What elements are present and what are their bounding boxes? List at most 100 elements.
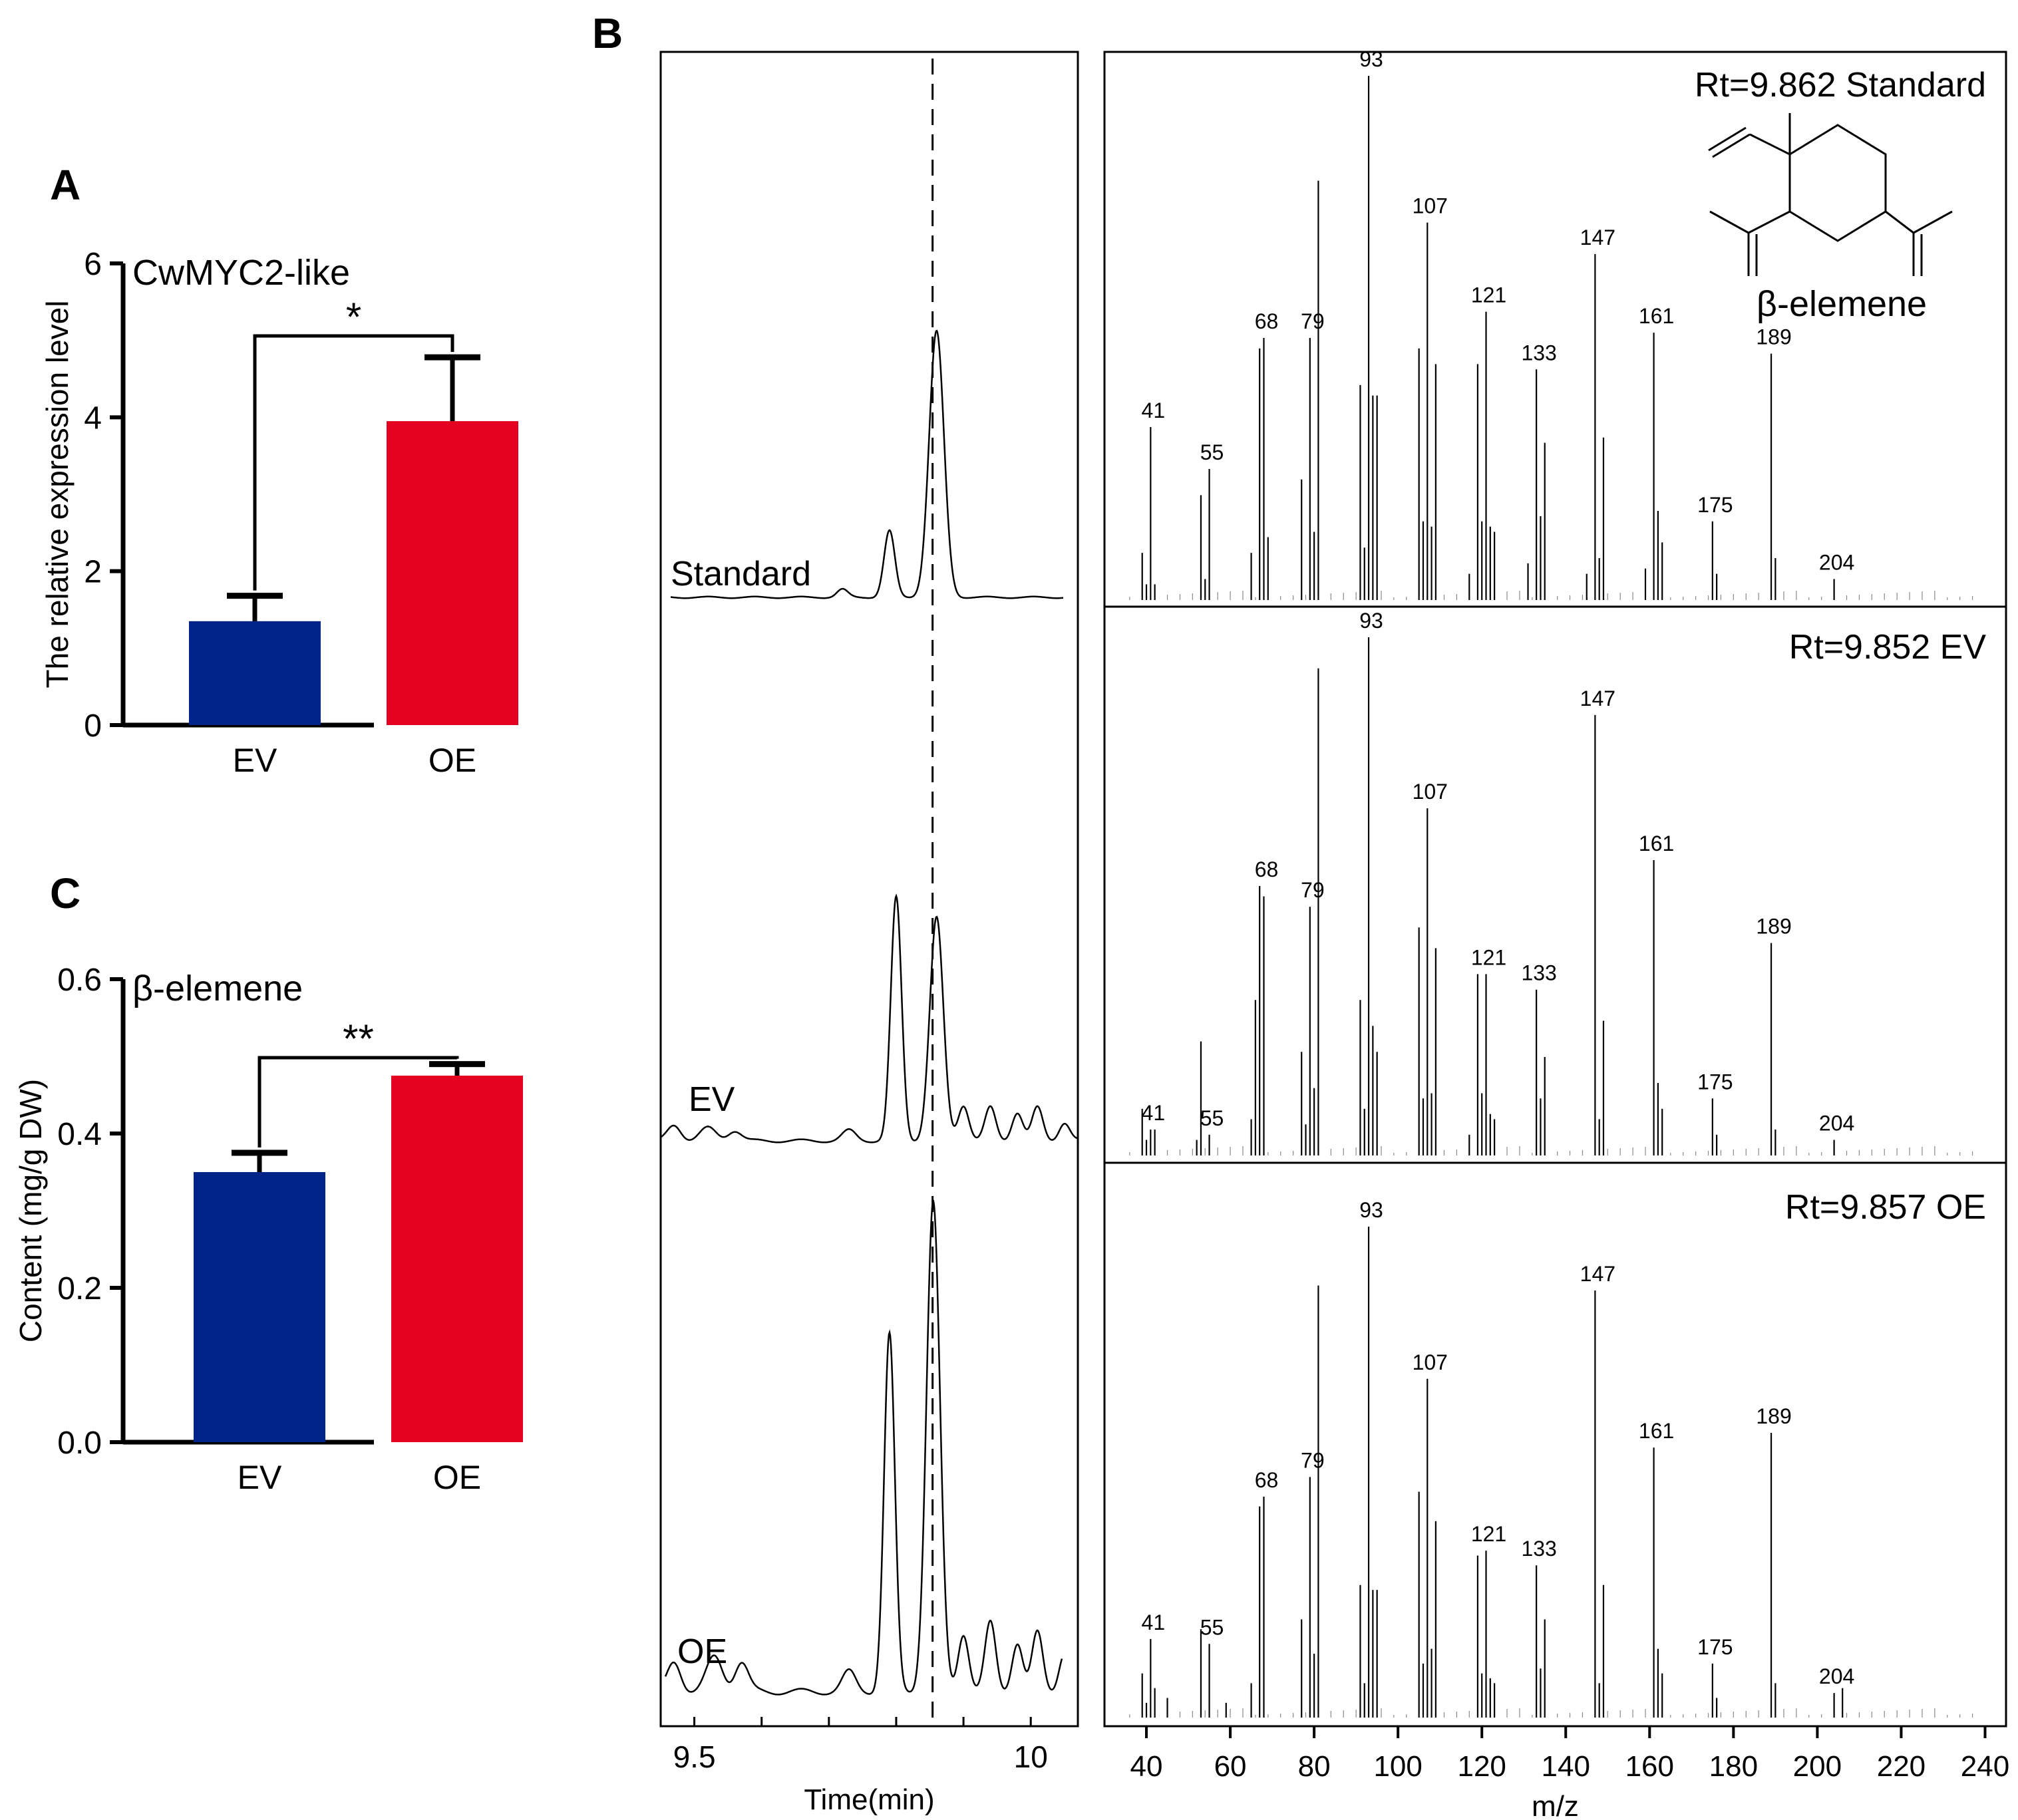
isopropenyl-bond (1885, 210, 1914, 234)
isopropenyl-bond (1748, 210, 1790, 234)
bar-chart-A: 0 2 4 6 The relative expression level CwMYC2-… (40, 247, 518, 779)
spectrum-2: Rt=9.857 OE 41 55 68 79 93 107 121 133 147 161 175 1… (1129, 1188, 1986, 1718)
y-tick-label: 0 (84, 708, 102, 744)
peak-label: 79 (1301, 309, 1325, 333)
peak-label: 68 (1255, 857, 1279, 881)
significance-bracket (253, 334, 454, 591)
peak-label: 204 (1819, 1112, 1854, 1136)
peak-label: 93 (1359, 609, 1383, 633)
peak-label: 107 (1413, 780, 1448, 804)
x-tick-label: 240 (1961, 1750, 2009, 1783)
peak-label: 55 (1200, 1615, 1224, 1639)
peak-label: 175 (1697, 1635, 1733, 1659)
chromatogram-frame (659, 51, 1079, 1728)
y-tick-label: 0.4 (57, 1117, 102, 1152)
y-tick-label: 0.6 (57, 963, 102, 998)
x-tick-label: 120 (1457, 1750, 1506, 1783)
peak-label: 204 (1819, 550, 1854, 574)
peak-label: 175 (1697, 1070, 1733, 1094)
x-tick-label: 80 (1298, 1750, 1331, 1783)
trace-label: OE (677, 1632, 727, 1671)
chart-title: CwMYC2-like (132, 253, 350, 293)
x-tick-label: 60 (1214, 1750, 1247, 1783)
peak-label: 121 (1471, 283, 1506, 307)
trace-label: EV (689, 1080, 735, 1119)
chart-title: β-elemene (132, 969, 303, 1008)
peak-label: 161 (1639, 304, 1674, 328)
peak-label: 147 (1580, 226, 1615, 249)
isopropenyl-bond (1709, 210, 1749, 234)
y-tick-label: 2 (84, 555, 102, 590)
panel-label-b: B (592, 9, 623, 57)
peak-label: 121 (1471, 1522, 1506, 1546)
peak-label: 147 (1580, 686, 1615, 710)
peak-label: 79 (1301, 1448, 1325, 1472)
chromatogram-panel: 9.5 10 Time(min) Standard EV OE (659, 51, 1079, 1816)
y-axis-label: The relative expression level (40, 301, 75, 688)
trace-standard (670, 329, 1063, 599)
y-tick-label: 4 (84, 400, 102, 436)
x-tick-label: 220 (1877, 1750, 1926, 1783)
trace-ev (660, 893, 1079, 1143)
x-tick-label: 180 (1709, 1750, 1758, 1783)
peak-label: 68 (1255, 309, 1279, 333)
x-tick-label: 40 (1130, 1750, 1163, 1783)
peak-label: 189 (1756, 325, 1791, 349)
peak-label: 68 (1255, 1468, 1279, 1492)
panel-label-a: A (50, 161, 81, 209)
x-tick-label: OE (433, 1459, 481, 1496)
peak-label: 175 (1697, 493, 1733, 517)
x-tick-label: EV (233, 742, 277, 779)
spectrum-0: Rt=9.862 Standard 41 55 68 79 93 107 121 133 147 1… (1129, 47, 1986, 600)
x-axis-label: m/z (1532, 1790, 1579, 1820)
significance-marker: * (346, 295, 361, 339)
x-tick-label: 9.5 (673, 1740, 716, 1774)
vinyl-bond (1749, 133, 1790, 156)
compound-label: β-elemene (1757, 284, 1927, 324)
x-tick-label: EV (238, 1459, 282, 1496)
spectrum-1: Rt=9.852 EV 41 55 68 79 93 107 121 133 147 161 175 1… (1129, 609, 1986, 1155)
peak-label: 147 (1580, 1262, 1615, 1286)
peak-label: 204 (1819, 1664, 1854, 1688)
y-tick-label: 0.2 (57, 1271, 102, 1306)
peak-label: 41 (1142, 1101, 1166, 1125)
spectra-frame (1103, 51, 2007, 1728)
peak-label: 161 (1639, 832, 1674, 855)
spectrum-label: Rt=9.862 Standard (1695, 66, 1986, 104)
panel-label-c: C (50, 869, 81, 917)
vinyl-bond (1712, 133, 1751, 158)
spectrum-label: Rt=9.857 OE (1785, 1188, 1986, 1227)
peak-label: 189 (1756, 915, 1791, 939)
bar-ev (189, 621, 321, 725)
x-tick-label: 100 (1373, 1750, 1422, 1783)
x-tick-label: OE (428, 742, 476, 779)
peak-label: 107 (1413, 1350, 1448, 1374)
x-tick-label: 160 (1625, 1750, 1674, 1783)
trace-label: Standard (671, 555, 811, 593)
peak-label: 189 (1756, 1404, 1791, 1428)
x-tick-label: 140 (1542, 1750, 1590, 1783)
cyclohexane-ring (1788, 124, 1887, 242)
peak-label: 133 (1521, 341, 1556, 365)
significance-bracket (257, 1056, 459, 1147)
peak-label: 161 (1639, 1419, 1674, 1443)
beta-elemene-structure: β-elemene (1708, 113, 1953, 324)
x-tick-label: 200 (1793, 1750, 1842, 1783)
peak-label: 41 (1142, 1610, 1166, 1634)
y-axis-label: Content (mg/g DW) (13, 1079, 48, 1342)
y-tick-label: 6 (84, 247, 102, 282)
peak-label: 41 (1142, 398, 1166, 422)
bar-oe (391, 1076, 523, 1442)
peak-label: 79 (1301, 878, 1325, 902)
trace-oe (664, 1199, 1063, 1696)
y-tick-label: 0.0 (57, 1426, 102, 1461)
peak-label: 55 (1200, 440, 1224, 464)
peak-label: 107 (1413, 194, 1448, 218)
bar-ev (194, 1172, 325, 1442)
vinyl-double-bond (1708, 126, 1747, 152)
isopropenyl-bond (1913, 210, 1953, 234)
x-axis-label: Time(min) (804, 1783, 934, 1816)
peak-label: 55 (1200, 1106, 1224, 1130)
bar-oe (387, 421, 518, 725)
